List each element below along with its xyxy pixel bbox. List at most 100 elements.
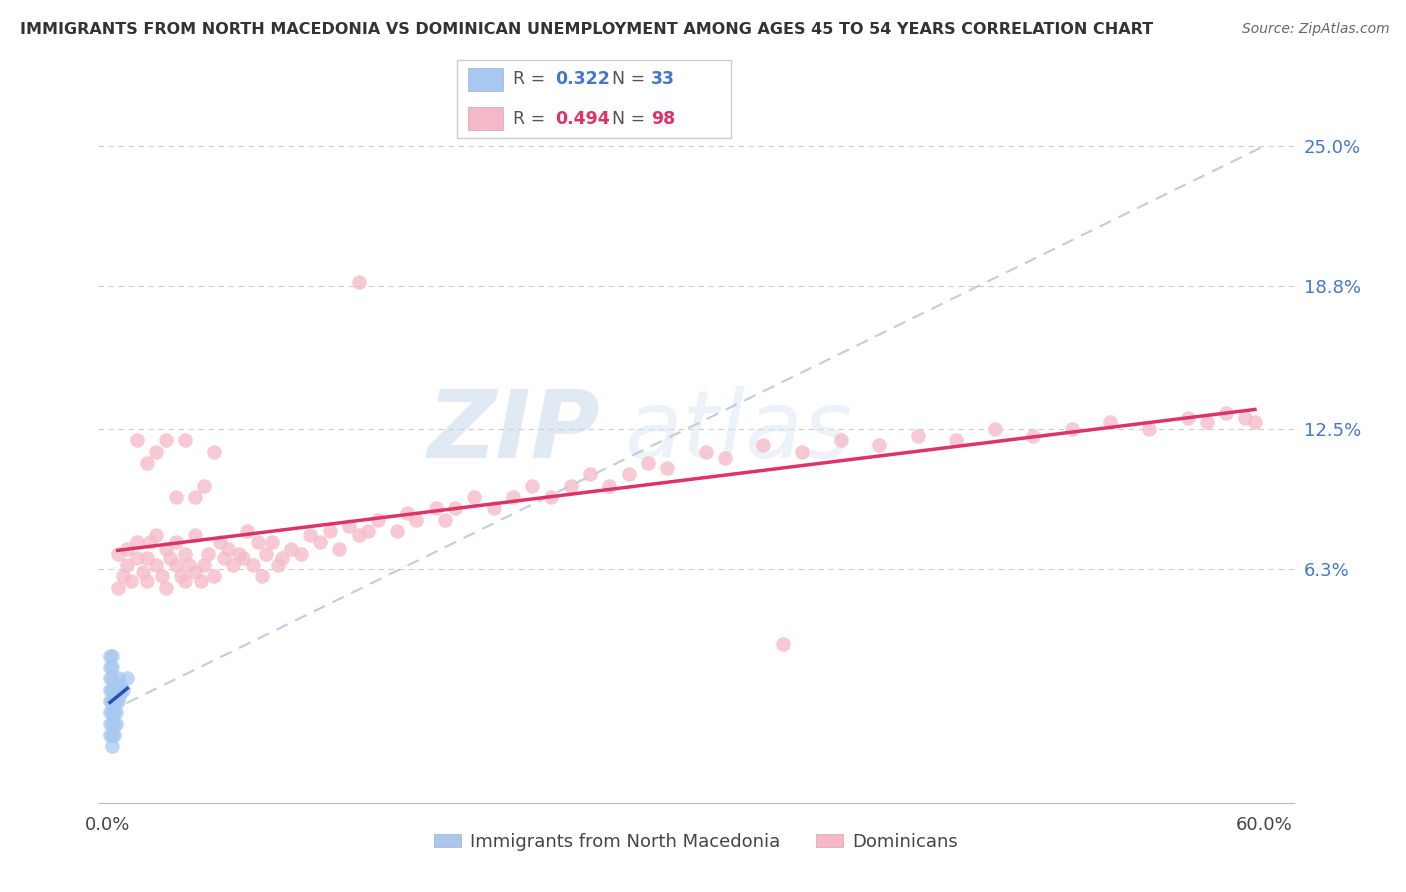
Point	[184, 490, 207, 504]
Point	[108, 678, 131, 692]
Point	[193, 478, 215, 492]
Point	[145, 558, 167, 572]
Point	[120, 574, 142, 588]
Point	[174, 434, 197, 448]
Point	[357, 524, 380, 538]
Point	[165, 535, 187, 549]
Point	[267, 558, 290, 572]
Point	[695, 444, 717, 458]
Point	[104, 682, 127, 697]
Text: N =: N =	[612, 70, 651, 88]
Point	[117, 558, 139, 572]
Point	[637, 456, 659, 470]
Point	[830, 434, 852, 448]
Point	[98, 648, 121, 663]
Point	[579, 467, 602, 482]
Point	[560, 478, 582, 492]
Point	[125, 551, 148, 566]
Point	[208, 535, 231, 549]
Point	[319, 524, 342, 538]
Point	[1244, 415, 1267, 429]
Point	[868, 438, 890, 452]
Point	[1060, 422, 1083, 436]
Point	[540, 490, 562, 504]
Point	[155, 542, 177, 557]
Point	[984, 422, 1007, 436]
Point	[150, 569, 173, 583]
Point	[202, 569, 225, 583]
Point	[98, 671, 121, 685]
Point	[1177, 410, 1199, 425]
Point	[385, 524, 409, 538]
Point	[174, 547, 197, 561]
Point	[752, 438, 775, 452]
Point	[101, 682, 124, 697]
Text: 0.322: 0.322	[555, 70, 610, 88]
Point	[1195, 415, 1218, 429]
Point	[135, 456, 157, 470]
Point	[328, 542, 350, 557]
Point	[107, 694, 129, 708]
Point	[252, 569, 274, 583]
Point	[260, 535, 283, 549]
Point	[337, 519, 360, 533]
Point	[108, 687, 131, 701]
Point	[270, 551, 292, 566]
Point	[228, 547, 250, 561]
Text: ZIP: ZIP	[427, 385, 600, 478]
Text: Source: ZipAtlas.com: Source: ZipAtlas.com	[1241, 22, 1389, 37]
Point	[155, 581, 177, 595]
Point	[242, 558, 264, 572]
Point	[98, 728, 121, 742]
Point	[247, 535, 270, 549]
Point	[790, 444, 813, 458]
Point	[1215, 406, 1237, 420]
Legend: Immigrants from North Macedonia, Dominicans: Immigrants from North Macedonia, Dominic…	[426, 826, 966, 858]
Point	[280, 542, 302, 557]
Text: atlas: atlas	[624, 386, 852, 477]
Point	[112, 569, 135, 583]
Point	[170, 569, 193, 583]
Point	[103, 682, 125, 697]
Point	[117, 542, 139, 557]
Text: 0.494: 0.494	[555, 110, 610, 128]
Text: R =: R =	[513, 70, 551, 88]
Point	[202, 444, 225, 458]
Point	[1137, 422, 1160, 436]
Point	[132, 565, 155, 579]
Point	[101, 694, 124, 708]
Point	[98, 694, 121, 708]
Point	[1022, 429, 1045, 443]
Text: 33: 33	[651, 70, 675, 88]
Point	[112, 682, 135, 697]
Point	[107, 581, 129, 595]
Point	[135, 574, 157, 588]
Point	[184, 565, 207, 579]
Point	[425, 501, 447, 516]
Point	[117, 671, 139, 685]
Text: IMMIGRANTS FROM NORTH MACEDONIA VS DOMINICAN UNEMPLOYMENT AMONG AGES 45 TO 54 YE: IMMIGRANTS FROM NORTH MACEDONIA VS DOMIN…	[20, 22, 1153, 37]
Point	[155, 434, 177, 448]
Point	[98, 682, 121, 697]
Point	[193, 558, 215, 572]
Point	[232, 551, 254, 566]
Point	[104, 694, 127, 708]
Point	[165, 490, 187, 504]
Point	[98, 716, 121, 731]
Point	[190, 574, 212, 588]
Point	[217, 542, 239, 557]
Point	[309, 535, 332, 549]
Point	[222, 558, 245, 572]
Point	[125, 434, 148, 448]
Point	[502, 490, 524, 504]
Point	[98, 705, 121, 719]
Text: N =: N =	[612, 110, 651, 128]
Point	[107, 682, 129, 697]
Point	[101, 648, 124, 663]
Point	[290, 547, 312, 561]
Point	[184, 528, 207, 542]
Point	[617, 467, 640, 482]
Point	[212, 551, 235, 566]
Point	[103, 694, 125, 708]
Point	[367, 513, 389, 527]
